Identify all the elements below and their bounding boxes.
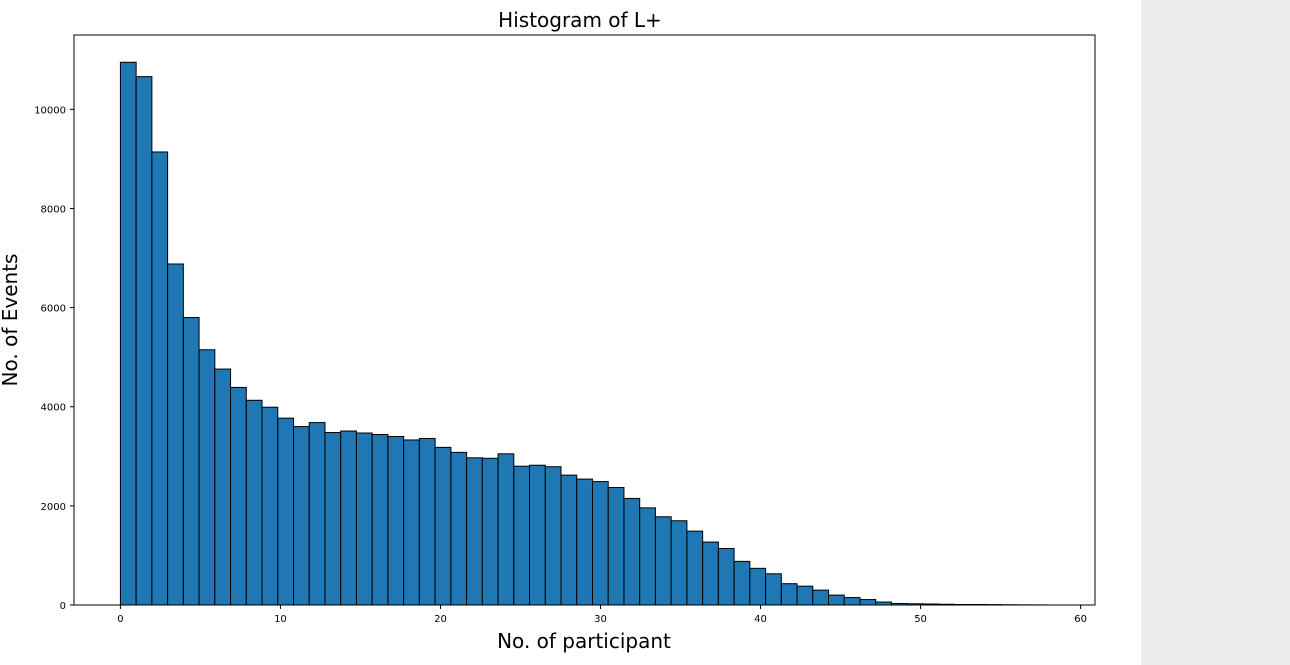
- histogram-bar: [780, 583, 798, 606]
- chart-title: Histogram of L+: [498, 8, 662, 32]
- histogram-bar: [245, 399, 263, 606]
- histogram-bar: [513, 465, 531, 606]
- bars-group: [119, 61, 1050, 606]
- histogram-bar: [182, 317, 200, 606]
- histogram-bar: [796, 585, 814, 606]
- histogram-bar: [450, 451, 468, 606]
- histogram-bar: [293, 426, 310, 606]
- histogram-bar: [230, 386, 247, 606]
- side-panel: [1141, 0, 1290, 665]
- histogram-bar: [702, 541, 719, 606]
- histogram-bar: [686, 530, 704, 606]
- histogram-bar: [214, 368, 232, 606]
- x-tick-label: 30: [594, 614, 607, 625]
- histogram-bar: [355, 432, 373, 606]
- y-tick-label: 6000: [41, 304, 66, 315]
- y-tick-label: 8000: [41, 204, 66, 215]
- histogram-bar: [828, 594, 845, 606]
- histogram-bar: [308, 422, 326, 606]
- y-tick-label: 0: [60, 601, 66, 612]
- histogram-bar: [670, 520, 688, 606]
- histogram-bar: [591, 481, 609, 606]
- histogram-chart: Histogram of L+ 0 10 20 30 40 50 60 0 2000 4000 6…: [0, 8, 1096, 653]
- histogram-bar: [560, 474, 578, 606]
- histogram-bar: [843, 597, 861, 606]
- x-tick-label: 40: [754, 614, 767, 625]
- histogram-bar: [261, 406, 279, 606]
- y-tick-label: 4000: [41, 403, 66, 414]
- y-axis: 0 2000 4000 6000 8000 10000: [34, 105, 74, 612]
- x-axis-title: No. of participant: [497, 629, 671, 653]
- x-tick-label: 60: [1074, 614, 1087, 625]
- x-axis: 0 10 20 30 40 50 60: [117, 605, 1087, 625]
- histogram-bar: [167, 263, 184, 606]
- histogram-bar: [481, 457, 499, 606]
- histogram-bar: [576, 478, 593, 606]
- histogram-bar: [277, 417, 295, 606]
- histogram-bar: [859, 599, 877, 606]
- histogram-bar: [497, 453, 515, 606]
- plot-frame: [73, 34, 1096, 606]
- histogram-bar: [654, 516, 672, 606]
- histogram-bar: [623, 497, 641, 606]
- histogram-bar: [135, 76, 153, 606]
- histogram-bar: [418, 437, 436, 606]
- histogram-bar: [340, 430, 357, 606]
- histogram-bar: [387, 435, 405, 606]
- histogram-bar: [198, 349, 216, 606]
- histogram-bar: [544, 466, 562, 606]
- histogram-bar: [607, 487, 625, 606]
- y-axis-title: No. of Events: [0, 254, 22, 387]
- histogram-bar: [749, 567, 767, 606]
- histogram-bar: [371, 433, 389, 606]
- histogram-bar: [403, 439, 420, 606]
- histogram-bar: [434, 446, 452, 606]
- y-tick-label: 2000: [41, 502, 66, 513]
- x-tick-label: 10: [274, 614, 287, 625]
- x-tick-label: 0: [117, 614, 123, 625]
- histogram-bar: [119, 61, 137, 606]
- x-tick-label: 50: [914, 614, 927, 625]
- histogram-bar: [639, 507, 656, 606]
- histogram-bar: [733, 560, 751, 606]
- histogram-bar: [717, 547, 735, 606]
- histogram-bar: [466, 457, 483, 606]
- histogram-bar: [765, 573, 782, 606]
- histogram-bar: [324, 432, 342, 606]
- histogram-bar: [812, 589, 830, 606]
- histogram-bar: [529, 464, 546, 606]
- histogram-bar: [151, 151, 169, 606]
- x-tick-label: 20: [434, 614, 447, 625]
- y-tick-label: 10000: [34, 105, 66, 116]
